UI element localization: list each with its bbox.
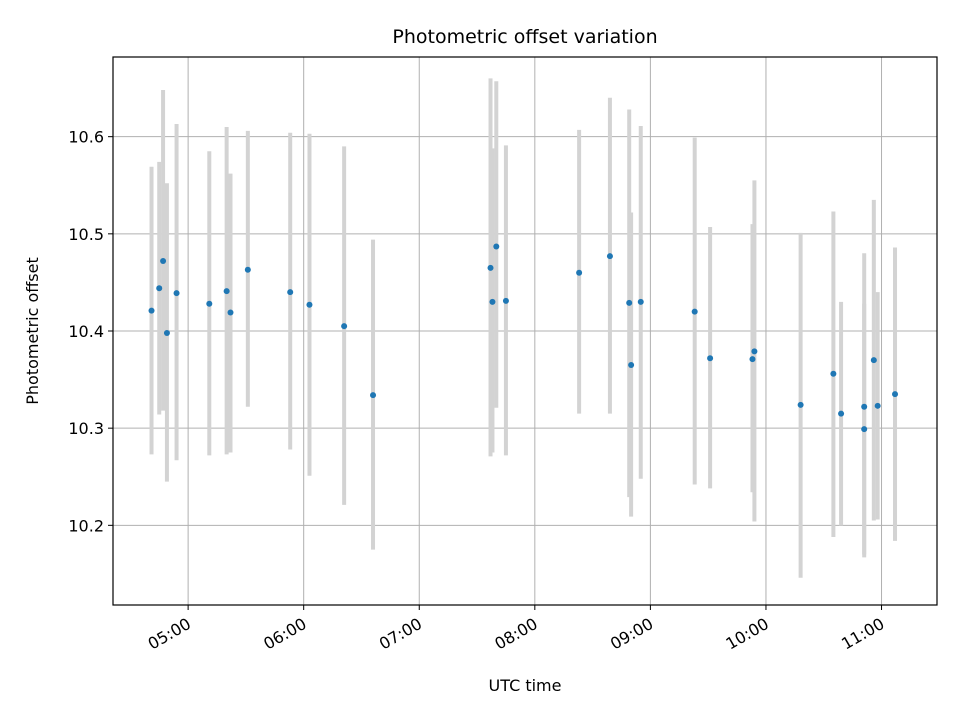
data-point [489, 298, 496, 305]
y-tick-label: 10.5 [68, 225, 104, 244]
data-point [870, 357, 877, 364]
data-point [749, 356, 756, 363]
data-point [244, 266, 251, 273]
y-axis-title: Photometric offset [23, 257, 42, 405]
data-point [691, 308, 698, 315]
data-point [223, 288, 230, 295]
data-point [173, 290, 180, 297]
data-point [861, 403, 868, 410]
y-tick-label: 10.2 [68, 516, 104, 535]
data-point [370, 392, 377, 399]
y-tick-label: 10.3 [68, 419, 104, 438]
data-point [707, 355, 714, 362]
data-point [861, 426, 868, 433]
data-point [206, 300, 213, 307]
x-axis-title: UTC time [489, 676, 562, 695]
data-point [163, 329, 170, 336]
data-point [576, 269, 583, 276]
data-point [751, 348, 758, 355]
chart-title: Photometric offset variation [392, 26, 657, 48]
data-point [892, 391, 899, 398]
data-point [287, 289, 294, 296]
data-point [637, 298, 644, 305]
data-point [838, 410, 845, 417]
data-point [626, 299, 633, 306]
data-point [493, 243, 500, 250]
data-point [148, 307, 155, 314]
data-point [306, 301, 313, 308]
data-point [487, 264, 494, 271]
data-point [227, 309, 234, 316]
data-point [341, 323, 348, 330]
data-point [830, 370, 837, 377]
data-point [502, 297, 509, 304]
data-point [606, 253, 613, 260]
data-point [628, 362, 635, 369]
y-tick-label: 10.6 [68, 128, 104, 147]
data-point [797, 401, 804, 408]
data-point [160, 258, 167, 265]
data-points [148, 243, 899, 433]
y-tick-label: 10.4 [68, 322, 104, 341]
data-point [874, 402, 881, 409]
data-point [156, 285, 163, 292]
